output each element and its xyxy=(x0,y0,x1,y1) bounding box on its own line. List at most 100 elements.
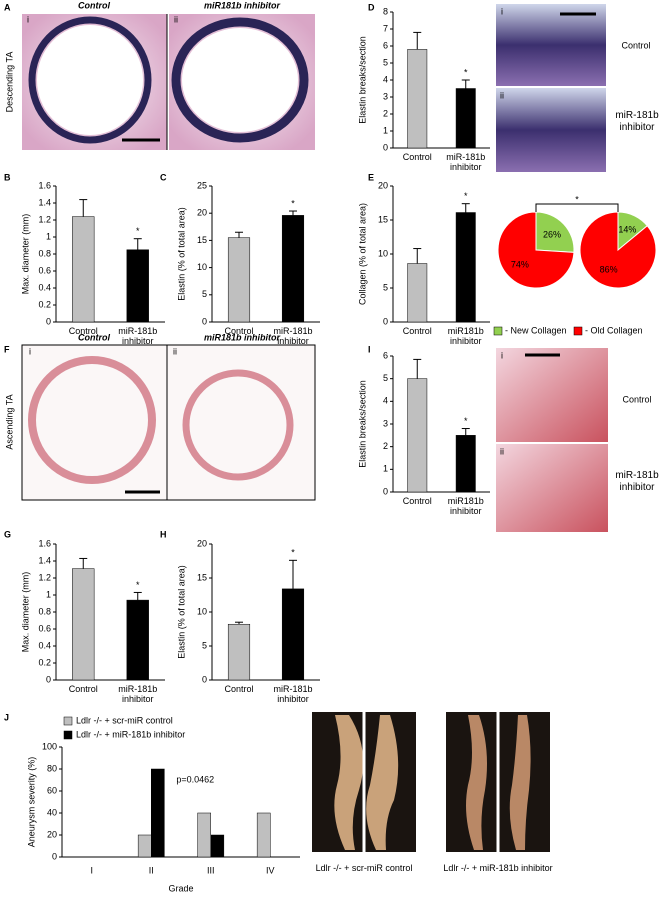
side-label: Descending TA xyxy=(4,52,14,113)
y-tick-label: 0 xyxy=(383,142,388,152)
bar xyxy=(72,568,95,681)
photo xyxy=(496,348,608,442)
slice-label: 14% xyxy=(618,224,636,234)
y-axis-label: Collagen (% of total area) xyxy=(357,203,367,305)
y-tick-label: 0.4 xyxy=(38,640,51,650)
x-tick-label: IV xyxy=(266,865,275,875)
x-tick-label: miR-181b inhibitor xyxy=(118,684,158,704)
bar xyxy=(407,263,428,323)
y-tick-label: 3 xyxy=(383,418,388,428)
panel-letter: F xyxy=(4,344,10,354)
bar xyxy=(137,834,152,858)
pie-slice xyxy=(535,211,575,253)
bar xyxy=(281,215,305,323)
photo-label: Control xyxy=(622,394,651,404)
legend-swatch xyxy=(493,326,503,336)
y-tick-label: 1.2 xyxy=(38,214,51,224)
bar xyxy=(151,768,165,858)
y-tick-label: 6 xyxy=(383,40,388,50)
photo-label: Control xyxy=(78,0,110,10)
bar xyxy=(126,249,149,323)
y-tick-label: 5 xyxy=(383,57,388,67)
side-label: Ascending TA xyxy=(4,394,14,449)
y-axis-label: Elastin breaks/section xyxy=(357,380,367,468)
y-axis-label: Max. diameter (mm) xyxy=(20,214,30,295)
x-tick-label: miR-181b inhibitor xyxy=(273,684,313,704)
panel-letter: E xyxy=(368,172,374,182)
y-tick-label: 20 xyxy=(47,829,57,839)
x-tick-label-box: miR-181b inhibitor xyxy=(118,684,158,704)
significance: * xyxy=(464,67,468,77)
y-tick-label: 15 xyxy=(197,572,207,582)
panel-letter: A xyxy=(4,2,11,12)
annotation: p=0.0462 xyxy=(176,774,214,784)
significance: * xyxy=(291,198,295,208)
photo-label: miR-181b inhibitor xyxy=(615,470,659,493)
photo-label: i xyxy=(501,350,503,360)
photo-label: miR-181b inhibitor xyxy=(615,110,659,133)
vessel xyxy=(171,17,309,143)
x-tick-label-box: Control xyxy=(69,684,98,694)
y-tick-label: 8 xyxy=(383,6,388,16)
significance: * xyxy=(136,226,140,236)
y-tick-label: 0 xyxy=(202,674,207,684)
photo-label: Ldlr -/- + scr-miR control xyxy=(315,863,413,873)
legend-swatch xyxy=(573,326,583,336)
photo-label: ii xyxy=(173,346,177,356)
vessel xyxy=(28,356,156,484)
slice-label: 74% xyxy=(511,259,529,269)
y-axis-label: Aneurysm severity (%) xyxy=(26,757,36,848)
x-tick-label: Control xyxy=(68,326,98,336)
y-tick-label: 0 xyxy=(383,316,388,326)
significance: * xyxy=(136,580,140,590)
vessel xyxy=(182,369,294,481)
bar xyxy=(72,216,95,323)
y-tick-label: 7 xyxy=(383,23,388,33)
x-tick-label: miR-181b inhibitor xyxy=(118,326,158,346)
y-tick-label: 20 xyxy=(197,538,207,548)
y-tick-label: 2 xyxy=(383,108,388,118)
bar xyxy=(227,237,251,323)
y-tick-label: 1 xyxy=(46,589,51,599)
y-tick-label: 5 xyxy=(383,373,388,383)
photo-label: miR181b inhibitor xyxy=(204,0,281,10)
photo-label: i xyxy=(501,6,503,16)
lumen xyxy=(182,28,298,132)
y-tick-label: 60 xyxy=(47,785,57,795)
y-tick-label: 10 xyxy=(197,262,207,272)
x-tick-label-box: miR-181b inhibitor xyxy=(446,152,485,172)
lumen xyxy=(37,25,143,135)
bar xyxy=(256,812,271,858)
y-tick-label: 0.8 xyxy=(38,248,51,258)
x-tick-label-box: Control xyxy=(403,326,432,336)
y-tick-label: 1.6 xyxy=(38,538,51,548)
aorta xyxy=(466,715,531,850)
y-tick-label: 0 xyxy=(383,486,388,496)
photo-label: Ldlr -/- + miR-181b inhibitor xyxy=(443,863,553,873)
x-tick-label: I xyxy=(90,865,93,875)
slice-label: 86% xyxy=(600,264,618,274)
x-tick-label: Control xyxy=(224,684,254,694)
bar xyxy=(407,378,428,493)
legend-swatch xyxy=(63,730,73,740)
bar xyxy=(407,49,428,149)
y-tick-label: 20 xyxy=(197,208,207,218)
x-tick-label-box: Control xyxy=(403,152,432,162)
photo-label: Control xyxy=(78,332,110,342)
x-tick-label-box: miR-181b inhibitor xyxy=(118,326,158,346)
photo xyxy=(496,444,608,532)
bracket xyxy=(535,203,619,212)
photo-label: ii xyxy=(500,90,504,100)
legend-label: Ldlr -/- + miR-181b inhibitor xyxy=(76,729,185,739)
significance: * xyxy=(575,194,579,204)
y-tick-label: 20 xyxy=(378,180,388,190)
photo-label-box: Ldlr -/- + scr-miR control xyxy=(315,863,413,873)
y-tick-label: 6 xyxy=(383,350,388,360)
photo-label: miR181b inhibitor xyxy=(204,332,281,342)
photo-label: i xyxy=(27,14,29,24)
panel-letter: J xyxy=(4,712,9,722)
y-axis-label: Elastin (% of total area) xyxy=(176,207,186,301)
bar xyxy=(281,588,305,681)
x-tick-label-box: Control xyxy=(224,326,253,336)
y-tick-label: 0.8 xyxy=(38,606,51,616)
